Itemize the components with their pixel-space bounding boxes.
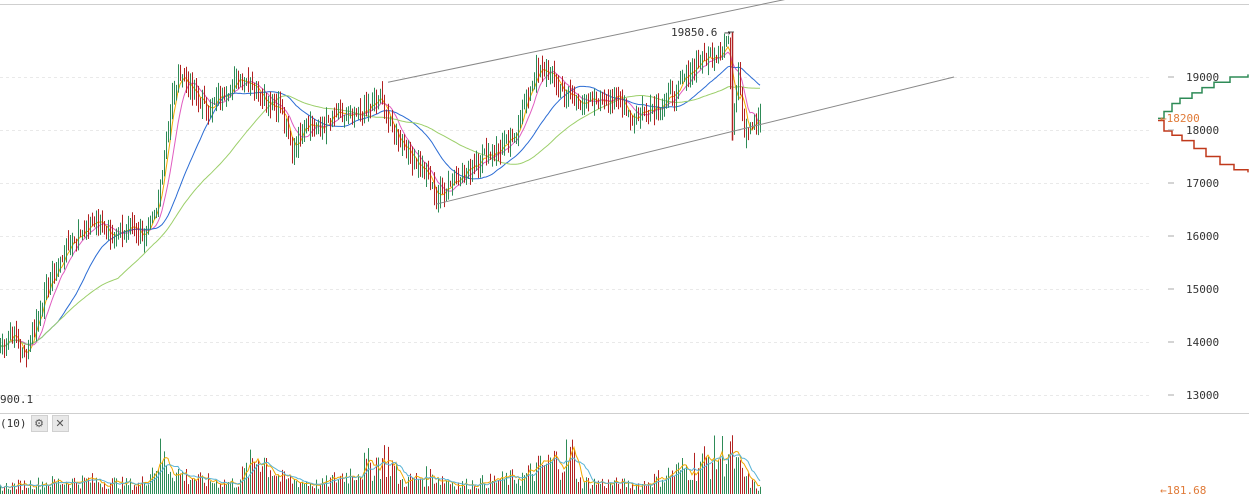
- axis-tick-label: 13000: [1186, 389, 1219, 402]
- depth-curves: [1158, 74, 1249, 173]
- axis-tick-label: 18000: [1186, 124, 1219, 137]
- current-price-label: ←18200: [1160, 112, 1200, 125]
- price-grid: [0, 4, 1249, 414]
- volume-bars: [0, 435, 761, 494]
- axis-tick-label: 17000: [1186, 177, 1219, 190]
- volume-last-value: ←181.68: [1160, 484, 1206, 497]
- trend-channel: [387, 0, 955, 205]
- axis-tick-label: 19000: [1186, 71, 1219, 84]
- ask-depth-curve: [1158, 119, 1249, 173]
- high-price-label: 19850.6 →: [671, 26, 731, 39]
- close-icon[interactable]: ✕: [51, 414, 69, 432]
- bid-depth-curve: [1158, 74, 1249, 120]
- low-price-label: 900.1: [0, 393, 33, 406]
- moving-average-line: [0, 85, 760, 348]
- axis-tick-label: 14000: [1186, 336, 1219, 349]
- volume-ma-line: [0, 452, 761, 489]
- channel-line: [387, 0, 786, 83]
- gear-icon[interactable]: ⚙: [30, 414, 48, 432]
- volume-ma-line: [0, 445, 761, 489]
- price-axis: 19000 18000 17000 16000 15000 14000 13000: [1168, 71, 1219, 402]
- axis-tick-label: 15000: [1186, 283, 1219, 296]
- volume-indicator-label: (10): [0, 416, 27, 430]
- axis-tick-label: 16000: [1186, 230, 1219, 243]
- indicator-toolbar: (10) ⚙ ✕: [0, 414, 69, 432]
- channel-line: [435, 76, 955, 205]
- candles: [0, 31, 761, 368]
